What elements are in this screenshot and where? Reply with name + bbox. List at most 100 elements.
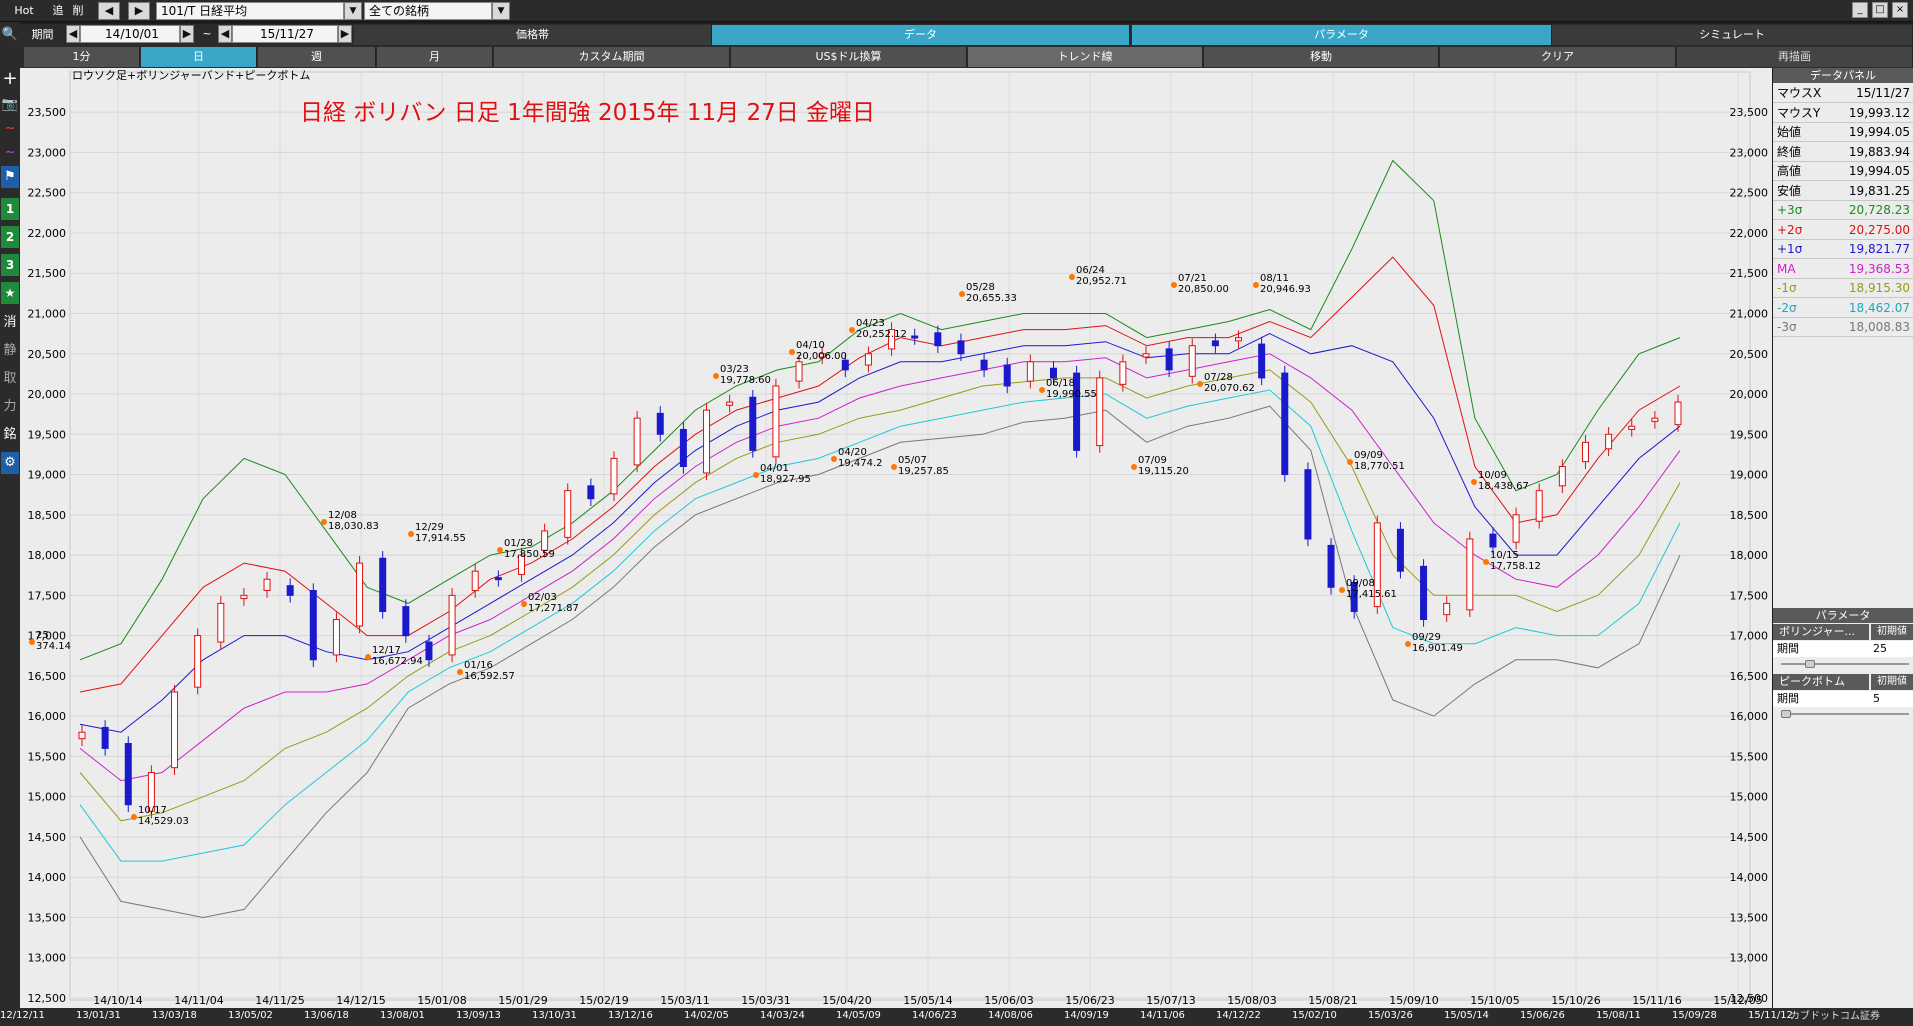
overview-date: 13/10/31 — [532, 1010, 577, 1021]
hot-button[interactable]: Hot — [14, 1, 34, 21]
line-tool-icon[interactable]: ~ — [4, 121, 16, 136]
peak-value: 20,252.12 — [856, 329, 907, 340]
slot-2-button[interactable]: 2 — [1, 226, 19, 248]
peak-date: 01/16 — [464, 660, 493, 671]
clear-button[interactable]: クリア — [1440, 47, 1676, 67]
y-tick-label: 22,000 — [28, 227, 67, 240]
symbol-dropdown-icon[interactable]: ▼ — [344, 2, 362, 20]
crosshair-icon[interactable]: + — [2, 68, 18, 89]
bb-period-slider[interactable] — [1781, 660, 1909, 668]
pb-period-slider[interactable] — [1781, 710, 1909, 718]
y-tick-label: 18,500 — [1730, 509, 1769, 522]
prev-symbol-button[interactable]: ◀ — [98, 2, 120, 20]
tf-month[interactable]: 月 — [377, 47, 493, 67]
bb-slider-thumb[interactable] — [1804, 660, 1815, 668]
star-icon[interactable]: ★ — [1, 282, 19, 304]
date-to-field[interactable]: 15/11/27 — [232, 25, 338, 43]
peak-marker — [959, 291, 965, 297]
overview-date: 15/08/11 — [1596, 1010, 1641, 1021]
y-tick-label: 22,500 — [1730, 187, 1769, 200]
data-panel-key: マウスY — [1777, 105, 1821, 120]
maximize-button[interactable]: □ — [1872, 2, 1888, 18]
peak-value: 19,257.85 — [898, 466, 949, 477]
date-to-prev-icon[interactable]: ◀ — [218, 25, 232, 43]
candle-body — [217, 602, 225, 643]
static-button[interactable]: 静 — [3, 343, 17, 358]
slot-1-button[interactable]: 1 — [1, 198, 19, 220]
x-tick-label: 15/08/21 — [1308, 994, 1357, 1007]
camera-icon[interactable]: 📷 — [1, 97, 19, 112]
erase-button[interactable]: 消 — [3, 315, 17, 330]
search-icon[interactable]: 🔍 — [1, 27, 19, 42]
y-tick-label: 19,000 — [28, 469, 67, 482]
date-to-next-icon[interactable]: ▶ — [338, 25, 352, 43]
date-from-next-icon[interactable]: ▶ — [180, 25, 194, 43]
trendline-button[interactable]: トレンド線 — [968, 47, 1203, 67]
custom-period-button[interactable]: カスタム期間 — [494, 47, 730, 67]
candle-body — [1558, 465, 1566, 487]
universe-dropdown-icon[interactable]: ▼ — [492, 2, 510, 20]
pb-period-value[interactable]: 5 — [1873, 692, 1880, 705]
tf-1min[interactable]: 1分 — [24, 47, 140, 67]
peak-value: 20,952.71 — [1076, 276, 1127, 287]
flag-icon[interactable]: ⚑ — [1, 166, 19, 188]
tf-week[interactable]: 週 — [258, 47, 376, 67]
tab-simulate[interactable]: シミュレート — [1552, 25, 1913, 45]
data-panel-value: 19,993.12 — [1848, 105, 1910, 120]
data-panel-key: +3σ — [1777, 203, 1803, 217]
peak-value: 20,655.33 — [966, 293, 1017, 304]
move-button[interactable]: 移動 — [1204, 47, 1439, 67]
symbol-button[interactable]: 銘 — [3, 427, 17, 442]
usd-convert-button[interactable]: US$ドル換算 — [731, 47, 967, 67]
slot-3-button[interactable]: 3 — [1, 254, 19, 276]
pb-reset-button[interactable]: 初期値 — [1871, 674, 1913, 690]
tab-data[interactable]: データ — [712, 25, 1130, 45]
bb-param-header: ボリンジャー... 初期値 — [1773, 624, 1913, 640]
overview-date-strip[interactable]: 12/12/11 13/01/31 13/03/18 13/05/02 13/06/18… — [0, 1008, 1913, 1026]
date-from-prev-icon[interactable]: ◀ — [66, 25, 80, 43]
bb-reset-button[interactable]: 初期値 — [1871, 624, 1913, 640]
bb-period-value[interactable]: 25 — [1873, 642, 1887, 655]
chart-svg[interactable]: 23,500 23,000 22,500 22,000 21,500 21,000 20,5… — [20, 68, 1772, 1008]
tab-parameters[interactable]: パラメータ — [1132, 25, 1552, 45]
data-panel-value: 19,994.05 — [1848, 125, 1910, 139]
universe-field[interactable]: 全ての銘柄 — [364, 2, 492, 20]
candle-body — [1003, 364, 1011, 387]
tab-price-range[interactable]: 価格帯 — [354, 25, 712, 45]
chart-area[interactable]: 23,500 23,000 22,500 22,000 21,500 21,000 20,5… — [20, 68, 1772, 1008]
pb-slider-thumb[interactable] — [1781, 710, 1791, 718]
candle-body — [1142, 353, 1150, 358]
candle-body — [379, 557, 387, 612]
data-panel-key: 高値 — [1777, 164, 1802, 178]
overview-date: 15/11/12 — [1748, 1010, 1793, 1021]
fetch-button[interactable]: 取 — [3, 371, 17, 386]
y-tick-label: 14,500 — [1730, 831, 1769, 844]
bb-period-label: 期間 — [1777, 642, 1799, 655]
data-panel-key: -2σ — [1777, 300, 1797, 315]
gear-icon[interactable]: ⚙ — [1, 452, 19, 474]
pb-param-header: ピークボトム 初期値 — [1773, 674, 1913, 690]
candle-body — [841, 359, 849, 371]
overview-date: 14/08/06 — [988, 1010, 1033, 1021]
band-p1 — [79, 333, 1681, 733]
redraw-button[interactable]: 再描画 — [1677, 47, 1913, 67]
power-button[interactable]: 力 — [3, 399, 17, 414]
x-tick-label: 15/04/20 — [822, 994, 871, 1007]
date-from-field[interactable]: 14/10/01 — [80, 25, 180, 43]
candle-body — [1165, 348, 1173, 371]
symbol-field[interactable]: 101/T 日経平均 — [156, 2, 344, 20]
next-symbol-button[interactable]: ▶ — [128, 2, 150, 20]
period-label: 期間 — [20, 25, 66, 45]
delete-button[interactable]: 削 — [70, 1, 86, 21]
candle-body — [587, 485, 595, 500]
close-button[interactable]: × — [1892, 2, 1908, 18]
candle-body — [818, 353, 826, 358]
curve-tool-icon[interactable]: ~ — [4, 145, 16, 160]
minimize-button[interactable]: _ — [1852, 2, 1868, 18]
add-button[interactable]: 追 — [50, 1, 66, 21]
peak-date: 04/01 — [760, 463, 789, 474]
overview-date: 15/03/26 — [1368, 1010, 1413, 1021]
candle-body — [1258, 343, 1266, 379]
data-panel-key: -3σ — [1777, 320, 1797, 334]
tf-day[interactable]: 日 — [141, 47, 257, 67]
